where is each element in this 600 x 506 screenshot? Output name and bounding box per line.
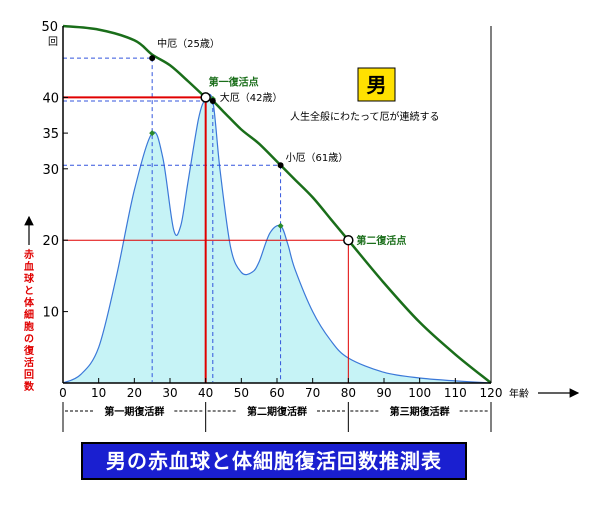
y-axis-label-char: 活 (24, 356, 34, 369)
area-fill (63, 94, 491, 384)
x-tick-label-2: 20 (127, 386, 142, 400)
yaku-point-0 (149, 55, 156, 62)
x-tick-label-5: 50 (234, 386, 249, 400)
y-top-tick-label: 50 (41, 20, 58, 35)
y-tick-label-3: 35 (42, 127, 59, 142)
x-tick-label-1: 10 (91, 386, 106, 400)
y-axis-label-char: 細 (24, 308, 34, 321)
x-tick-label-4: 40 (198, 386, 213, 400)
yaku-point-2 (277, 162, 284, 169)
y-axis-label-char: 胞 (23, 320, 34, 333)
y-unit-label: 回 (48, 36, 58, 48)
y-axis-label-char: と (24, 285, 34, 297)
chart: 0 10 20 30 40 50 60 70 80 90 100 110 120 10 20 30 35 40 50… (23, 20, 580, 432)
gender-note: 人生全般にわたって厄が連続する (290, 110, 440, 123)
x-tick-label-9: 90 (376, 386, 391, 400)
y-axis-label-char: 赤 (24, 248, 34, 261)
y-axis-label: 赤血球と体細胞の復活回数 (23, 248, 35, 393)
yaku-label-2: 小厄（61歳） (286, 152, 349, 164)
yaku-label-1: 大厄（42歳） (220, 91, 283, 104)
x-tick-label-10: 100 (408, 386, 431, 400)
x-tick-label-0: 0 (59, 386, 67, 400)
y-tick-label-4: 40 (42, 91, 59, 106)
peak-marker-2 (277, 222, 284, 229)
y-axis-label-char: 血 (24, 260, 34, 273)
chart-title: 男の赤血球と体細胞復活回数推測表 (81, 442, 467, 480)
revival-point-1 (343, 234, 354, 246)
gender-label: 男 (367, 73, 387, 97)
x-tick-label-3: 30 (162, 386, 177, 400)
area-series-line (62, 93, 492, 384)
y-axis-label-char: 数 (24, 380, 35, 393)
y-tick-label-2: 30 (42, 163, 59, 178)
y-axis-label-char: 体 (24, 296, 35, 309)
period-label-2: 第三期復活群 (390, 405, 450, 418)
x-tick-label-11: 110 (444, 386, 467, 400)
x-tick-label-7: 70 (305, 386, 320, 400)
x-tick-label-6: 60 (269, 386, 284, 400)
y-axis-label-char: 復 (23, 344, 35, 357)
yaku-label-0: 中厄（25歳） (157, 37, 220, 50)
period-label-0: 第一期復活群 (104, 405, 164, 418)
revival-point-0 (200, 92, 211, 103)
y-axis-label-char: の (24, 334, 34, 345)
y-tick-label-0: 10 (42, 306, 59, 321)
period-label-1: 第二期復活群 (247, 405, 307, 418)
revival-label-0: 第一復活点 (209, 75, 259, 88)
x-tick-label-8: 80 (341, 386, 356, 400)
x-axis-label: 年齢 (509, 387, 529, 400)
yaku-point-1 (209, 97, 216, 104)
y-axis-label-char: 球 (24, 272, 35, 285)
x-tick-label-12: 120 (480, 386, 503, 400)
y-tick-label-1: 20 (42, 234, 59, 249)
revival-label-1: 第二復活点 (356, 234, 406, 247)
peak-marker-0 (149, 130, 156, 137)
y-axis-label-char: 回 (24, 369, 34, 381)
gender-box (357, 67, 396, 102)
